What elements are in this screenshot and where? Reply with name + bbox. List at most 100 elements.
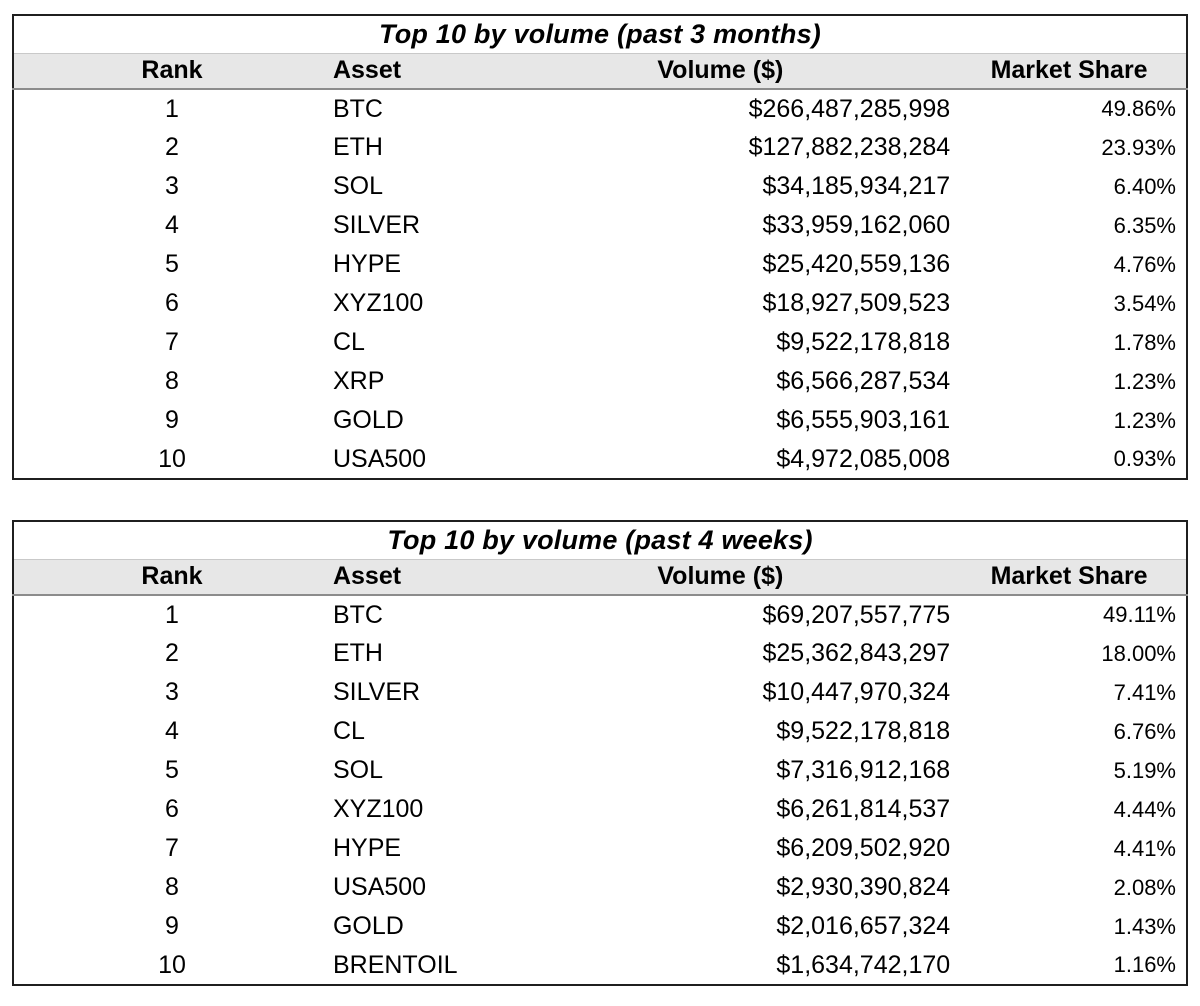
market-share-cell: 18.00% bbox=[1101, 640, 1176, 666]
rank-cell: 3 bbox=[165, 172, 179, 200]
asset-cell: ETH bbox=[332, 639, 383, 667]
table-header-row: Rank Asset Volume ($) Market Share bbox=[13, 558, 1187, 596]
rank-cell: 6 bbox=[165, 795, 179, 823]
table-row: 5 SOL $7,316,912,168 5.19% bbox=[13, 751, 1187, 790]
asset-cell: XYZ100 bbox=[332, 795, 424, 823]
rank-cell: 10 bbox=[158, 444, 186, 473]
table-row: 8 XRP $6,566,287,534 1.23% bbox=[13, 362, 1187, 401]
volume-cell: $2,016,657,324 bbox=[776, 912, 951, 940]
table-title-row: Top 10 by volume (past 3 months) bbox=[13, 15, 1187, 53]
table-row: 4 SILVER $33,959,162,060 6.35% bbox=[13, 206, 1187, 245]
asset-cell: SOL bbox=[332, 756, 383, 784]
table-row: 3 SILVER $10,447,970,324 7.41% bbox=[13, 673, 1187, 712]
table-row: 6 XYZ100 $18,927,509,523 3.54% bbox=[13, 284, 1187, 323]
market-share-cell: 5.19% bbox=[1113, 757, 1176, 783]
rank-cell: 2 bbox=[165, 133, 179, 161]
volume-cell: $18,927,509,523 bbox=[762, 289, 951, 317]
table-row: 10 USA500 $4,972,085,008 0.93% bbox=[13, 440, 1187, 479]
volume-cell: $6,555,903,161 bbox=[776, 406, 951, 434]
volume-cell: $9,522,178,818 bbox=[776, 717, 951, 745]
table-title: Top 10 by volume (past 4 weeks) bbox=[13, 521, 1187, 559]
table-row: 9 GOLD $2,016,657,324 1.43% bbox=[13, 907, 1187, 946]
table-row: 5 HYPE $25,420,559,136 4.76% bbox=[13, 245, 1187, 284]
market-share-cell: 4.76% bbox=[1113, 251, 1176, 277]
asset-cell: HYPE bbox=[332, 834, 402, 862]
column-header-volume: Volume ($) bbox=[576, 52, 953, 90]
asset-cell: USA500 bbox=[332, 873, 427, 901]
market-share-cell: 1.23% bbox=[1113, 368, 1176, 394]
asset-cell: USA500 bbox=[332, 444, 427, 473]
rank-cell: 9 bbox=[165, 406, 179, 434]
table-row: 7 HYPE $6,209,502,920 4.41% bbox=[13, 829, 1187, 868]
table-row: 8 USA500 $2,930,390,824 2.08% bbox=[13, 868, 1187, 907]
column-header-asset: Asset bbox=[329, 52, 577, 90]
table-row: 1 BTC $69,207,557,775 49.11% bbox=[13, 595, 1187, 634]
rank-cell: 3 bbox=[165, 678, 179, 706]
rank-cell: 5 bbox=[165, 756, 179, 784]
asset-cell: XRP bbox=[332, 367, 385, 395]
asset-cell: GOLD bbox=[332, 406, 404, 434]
volume-cell: $127,882,238,284 bbox=[748, 133, 951, 161]
table-row: 2 ETH $25,362,843,297 18.00% bbox=[13, 634, 1187, 673]
rank-cell: 4 bbox=[165, 717, 179, 745]
asset-cell: GOLD bbox=[332, 912, 404, 940]
rank-cell: 4 bbox=[165, 211, 179, 239]
volume-cell: $33,959,162,060 bbox=[762, 211, 951, 239]
column-header-asset: Asset bbox=[329, 558, 577, 596]
rank-cell: 2 bbox=[165, 639, 179, 667]
table-row: 6 XYZ100 $6,261,814,537 4.44% bbox=[13, 790, 1187, 829]
market-share-cell: 1.43% bbox=[1113, 913, 1176, 939]
rank-cell: 7 bbox=[165, 328, 179, 356]
volume-cell: $4,972,085,008 bbox=[776, 444, 951, 473]
column-header-rank: Rank bbox=[13, 52, 330, 90]
volume-cell: $6,209,502,920 bbox=[776, 834, 951, 862]
column-header-market-share: Market Share bbox=[952, 52, 1187, 90]
rank-cell: 1 bbox=[165, 94, 179, 123]
market-share-cell: 0.93% bbox=[1113, 446, 1176, 471]
volume-cell: $9,522,178,818 bbox=[776, 328, 951, 356]
asset-cell: XYZ100 bbox=[332, 289, 424, 317]
table-header-row: Rank Asset Volume ($) Market Share bbox=[13, 52, 1187, 90]
table-row: 2 ETH $127,882,238,284 23.93% bbox=[13, 128, 1187, 167]
asset-cell: BTC bbox=[332, 600, 383, 629]
market-share-cell: 1.23% bbox=[1113, 407, 1176, 433]
market-share-cell: 49.11% bbox=[1103, 602, 1176, 627]
market-share-cell: 4.41% bbox=[1113, 835, 1176, 861]
rank-cell: 7 bbox=[165, 834, 179, 862]
table-title-row: Top 10 by volume (past 4 weeks) bbox=[13, 521, 1187, 559]
asset-cell: HYPE bbox=[332, 250, 402, 278]
volume-cell: $25,420,559,136 bbox=[762, 250, 951, 278]
market-share-cell: 1.78% bbox=[1113, 329, 1176, 355]
market-share-cell: 6.76% bbox=[1113, 718, 1176, 744]
asset-cell: BRENTOIL bbox=[332, 950, 458, 979]
volume-cell: $34,185,934,217 bbox=[762, 172, 951, 200]
asset-cell: ETH bbox=[332, 133, 383, 161]
asset-cell: SILVER bbox=[332, 211, 421, 239]
table-row: 7 CL $9,522,178,818 1.78% bbox=[13, 323, 1187, 362]
table-row: 9 GOLD $6,555,903,161 1.23% bbox=[13, 401, 1187, 440]
volume-cell: $25,362,843,297 bbox=[762, 639, 951, 667]
market-share-cell: 4.44% bbox=[1113, 796, 1176, 822]
market-share-cell: 6.35% bbox=[1113, 212, 1176, 238]
asset-cell: CL bbox=[332, 328, 365, 356]
rank-cell: 6 bbox=[165, 289, 179, 317]
volume-table-past-3-months: Top 10 by volume (past 3 months) Rank As… bbox=[12, 14, 1188, 480]
volume-cell: $7,316,912,168 bbox=[776, 756, 951, 784]
rank-cell: 9 bbox=[165, 912, 179, 940]
table-title: Top 10 by volume (past 3 months) bbox=[13, 15, 1187, 53]
rank-cell: 10 bbox=[158, 950, 186, 979]
asset-cell: BTC bbox=[332, 94, 383, 123]
market-share-cell: 3.54% bbox=[1113, 290, 1176, 316]
rank-cell: 8 bbox=[165, 873, 179, 901]
volume-cell: $2,930,390,824 bbox=[776, 873, 951, 901]
column-header-rank: Rank bbox=[13, 558, 330, 596]
asset-cell: CL bbox=[332, 717, 365, 745]
market-share-cell: 7.41% bbox=[1113, 679, 1176, 705]
table-row: 4 CL $9,522,178,818 6.76% bbox=[13, 712, 1187, 751]
table-body: 1 BTC $69,207,557,775 49.11% 2 ETH $25,362,843… bbox=[13, 595, 1187, 985]
market-share-cell: 2.08% bbox=[1113, 874, 1176, 900]
table-body: 1 BTC $266,487,285,998 49.86% 2 ETH $127,882,2… bbox=[13, 89, 1187, 479]
volume-cell: $69,207,557,775 bbox=[762, 600, 951, 629]
table-row: 10 BRENTOIL $1,634,742,170 1.16% bbox=[13, 946, 1187, 985]
volume-table-past-4-weeks: Top 10 by volume (past 4 weeks) Rank Ass… bbox=[12, 520, 1188, 986]
